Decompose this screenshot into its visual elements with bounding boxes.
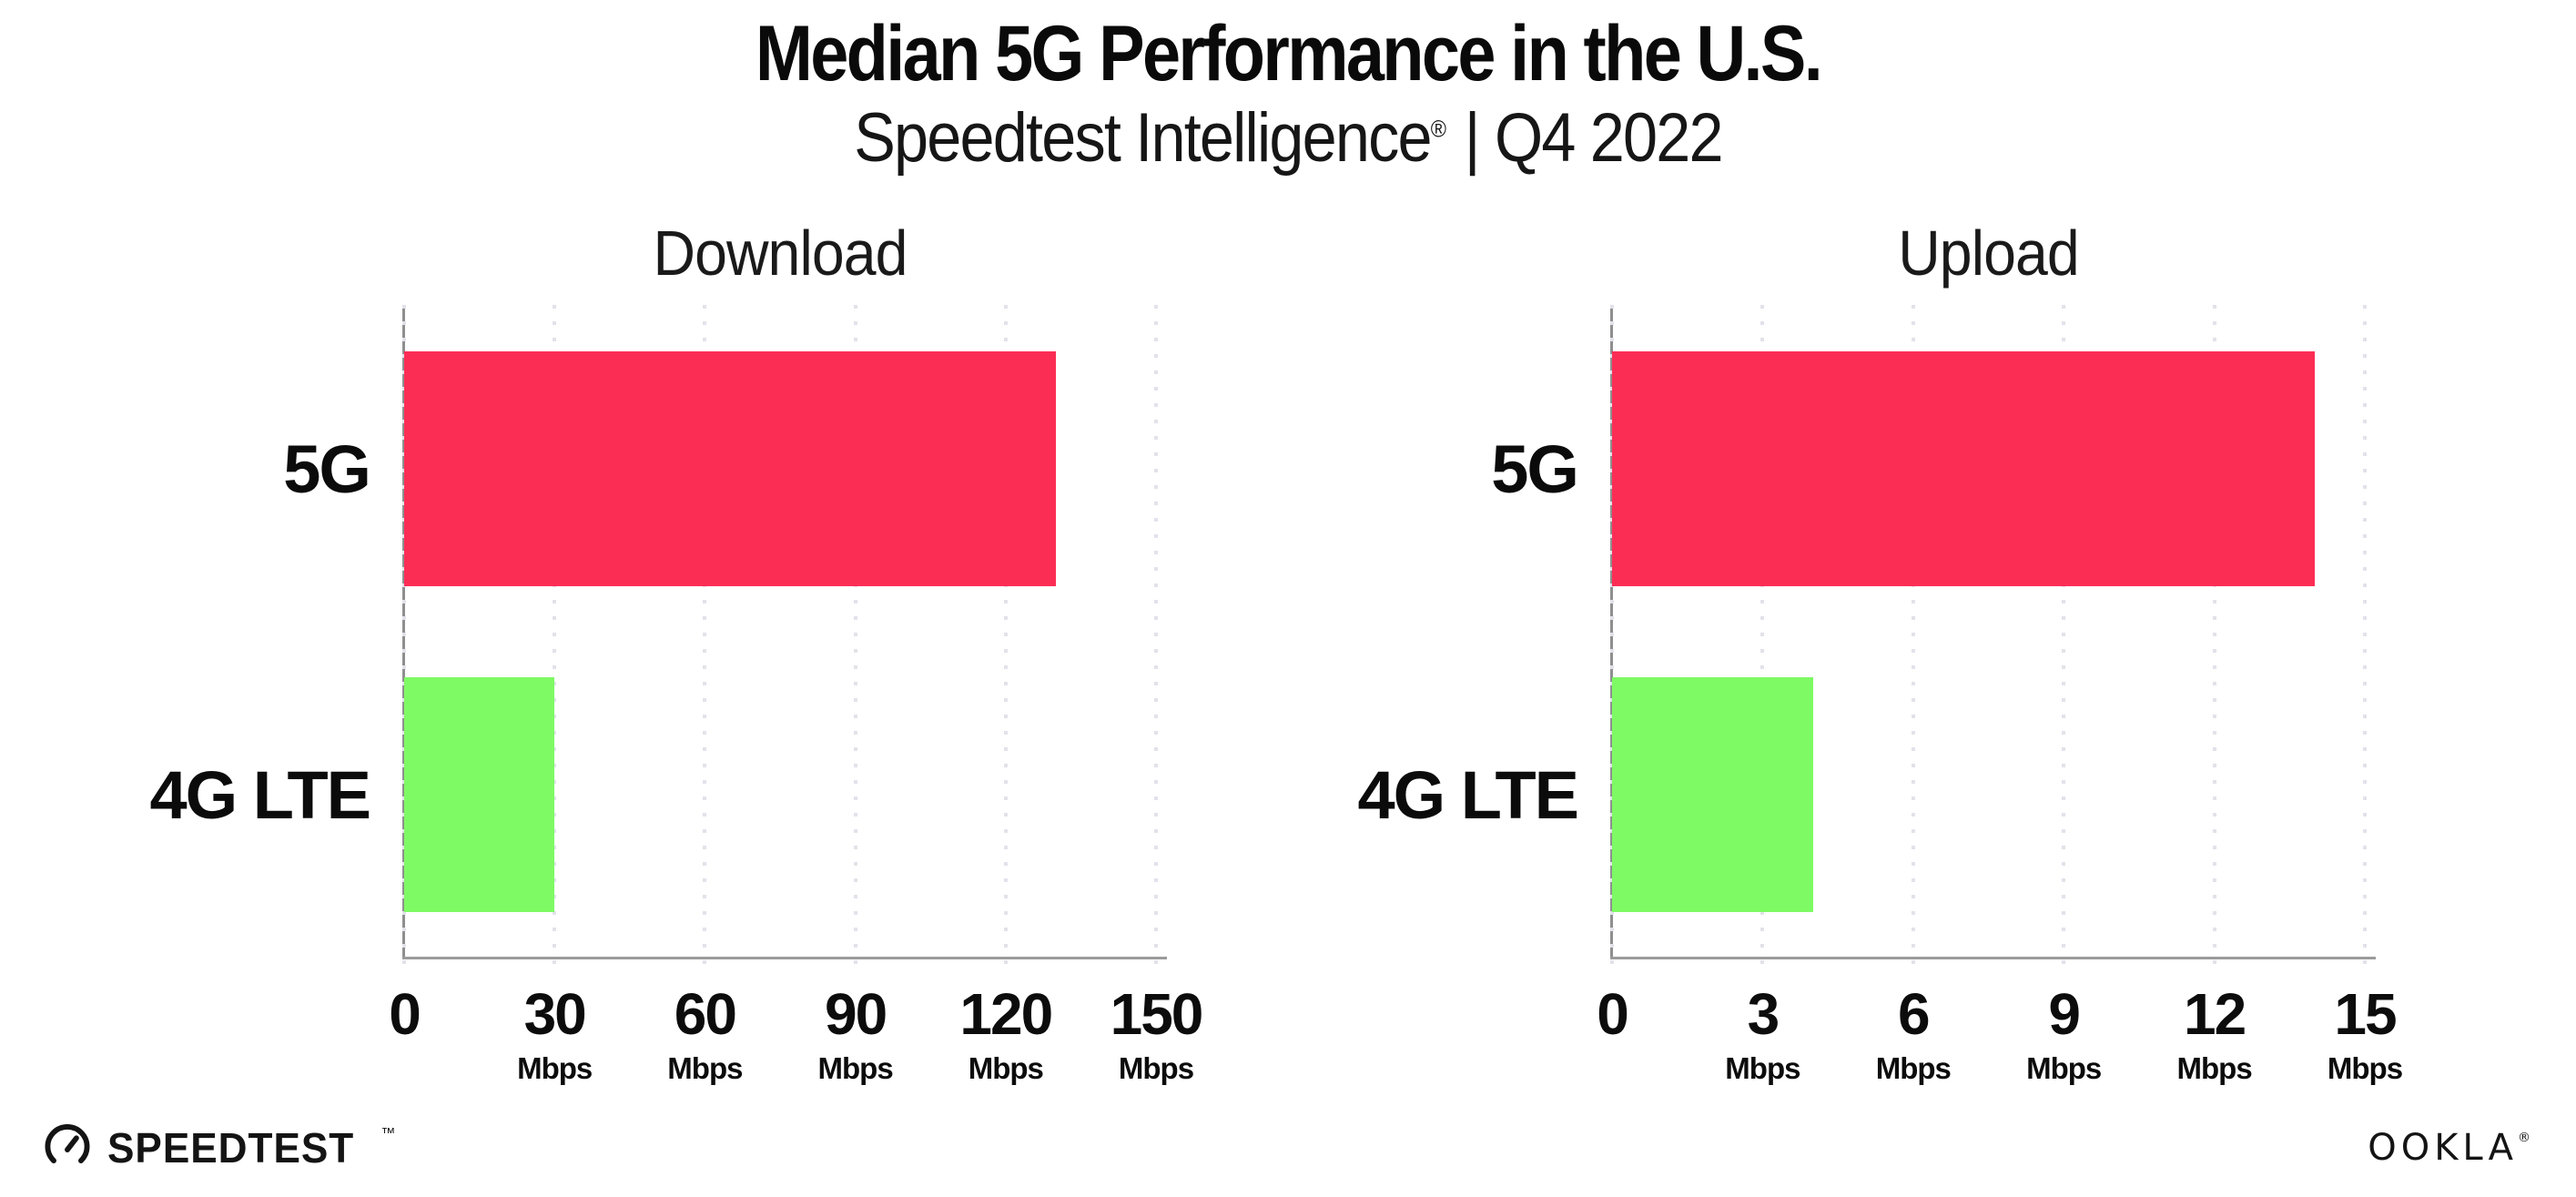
gridline	[1610, 305, 1614, 957]
x-tick-label: 3 Mbps	[1725, 980, 1800, 1086]
plot-area-upload: 0 3 Mbps 6 Mbps 9 Mbps 12 Mbps 15 Mbps 5G 4G LTE	[1357, 305, 2403, 1085]
speedtest-logo: SPEEDTEST ™	[42, 1121, 396, 1176]
x-tick-value: 6	[1897, 981, 1931, 1047]
x-tick-value: 60	[674, 981, 737, 1047]
registered-trademark-mark: ®	[1430, 115, 1446, 143]
page-title: Median 5G Performance in the U.S.	[755, 10, 1823, 97]
x-tick-label: 60 Mbps	[667, 980, 743, 1086]
ookla-registered-mark: ®	[2518, 1131, 2530, 1145]
gridline	[402, 305, 406, 957]
gridline	[553, 305, 557, 957]
ookla-wordmark: OOKLA	[2368, 1127, 2518, 1169]
x-tick-label: 9 Mbps	[2026, 980, 2102, 1086]
speedtest-trademark-mark: ™	[380, 1125, 396, 1141]
x-tick-value: 12	[2183, 981, 2246, 1047]
gridline	[1911, 305, 1915, 957]
x-tick-value: 30	[523, 981, 587, 1047]
x-tick-label: 0	[389, 980, 421, 1048]
x-tick-value: 3	[1747, 981, 1780, 1047]
x-axis-line	[1610, 957, 2376, 959]
x-tick-mark	[2212, 960, 2216, 976]
y-category-label: 5G	[1491, 431, 1579, 507]
x-tick-mark	[1154, 960, 1158, 976]
x-tick-value: 15	[2334, 981, 2397, 1047]
x-tick-mark	[1760, 960, 1765, 976]
x-tick-value: 150	[1110, 981, 1204, 1047]
x-tick-value: 0	[389, 981, 421, 1047]
footer: SPEEDTEST ™ OOKLA ®	[42, 1119, 2530, 1177]
gridline	[2212, 305, 2216, 957]
ookla-logo: OOKLA ®	[2368, 1127, 2530, 1169]
y-category-label: 4G LTE	[1357, 756, 1579, 833]
y-category-label: 5G	[283, 431, 371, 507]
y-category-label: 4G LTE	[149, 756, 371, 833]
x-tick-value: 9	[2048, 981, 2081, 1047]
x-tick-value: 0	[1597, 981, 1629, 1047]
x-tick-mark	[1911, 960, 1915, 976]
x-tick-label: 6 Mbps	[1875, 980, 1952, 1086]
x-tick-value: 120	[959, 981, 1053, 1047]
x-tick-unit: Mbps	[667, 1051, 743, 1085]
x-tick-unit: Mbps	[968, 1051, 1044, 1085]
x-tick-label: 15 Mbps	[2327, 980, 2403, 1086]
subtitle-period: | Q4 2022	[1464, 99, 1724, 177]
gridline	[703, 305, 707, 957]
x-tick-mark	[402, 960, 406, 976]
gridline	[1154, 305, 1158, 957]
gridline	[853, 305, 857, 957]
subtitle-brand: Speedtest Intelligence	[854, 99, 1432, 177]
gridline	[2363, 305, 2367, 957]
x-tick-mark	[2062, 960, 2066, 976]
speedtest-gauge-icon	[42, 1121, 93, 1176]
gridline	[1003, 305, 1008, 957]
x-tick-mark	[1003, 960, 1008, 976]
x-tick-label: 12 Mbps	[2176, 980, 2253, 1086]
x-axis-line	[402, 957, 1167, 959]
chart-title-download: Download	[653, 218, 908, 289]
gridline	[2062, 305, 2066, 957]
x-tick-mark	[1610, 960, 1614, 976]
x-tick-unit: Mbps	[817, 1051, 894, 1085]
x-tick-unit: Mbps	[1875, 1051, 1952, 1085]
x-tick-mark	[703, 960, 707, 976]
x-tick-label: 150 Mbps	[1110, 980, 1204, 1086]
x-tick-label: 30 Mbps	[517, 980, 593, 1086]
chart-title-upload: Upload	[1898, 218, 2079, 289]
speedtest-wordmark: SPEEDTEST	[107, 1124, 355, 1172]
x-tick-label: 0	[1597, 980, 1629, 1048]
bar-4g-lte	[1612, 677, 1813, 912]
x-tick-unit: Mbps	[1118, 1051, 1194, 1085]
plot-area-download: 0 30 Mbps 60 Mbps 90 Mbps 120 Mbps 150 Mbps 5G 4G LT…	[149, 305, 1203, 1085]
x-tick-unit: Mbps	[2026, 1051, 2102, 1085]
x-tick-value: 90	[824, 981, 887, 1047]
x-tick-mark	[553, 960, 557, 976]
x-tick-unit: Mbps	[517, 1051, 593, 1085]
x-tick-mark	[2363, 960, 2367, 976]
x-tick-label: 120 Mbps	[959, 980, 1053, 1086]
bar-5g	[404, 351, 1056, 586]
x-tick-unit: Mbps	[2327, 1051, 2403, 1085]
gridline	[1760, 305, 1765, 957]
x-tick-unit: Mbps	[2176, 1051, 2253, 1085]
bar-4g-lte	[404, 677, 555, 912]
x-tick-mark	[853, 960, 857, 976]
bar-5g	[1612, 351, 2315, 586]
x-tick-label: 90 Mbps	[817, 980, 894, 1086]
page-subtitle: Speedtest Intelligence® | Q4 2022	[129, 98, 2448, 178]
x-tick-unit: Mbps	[1725, 1051, 1800, 1085]
